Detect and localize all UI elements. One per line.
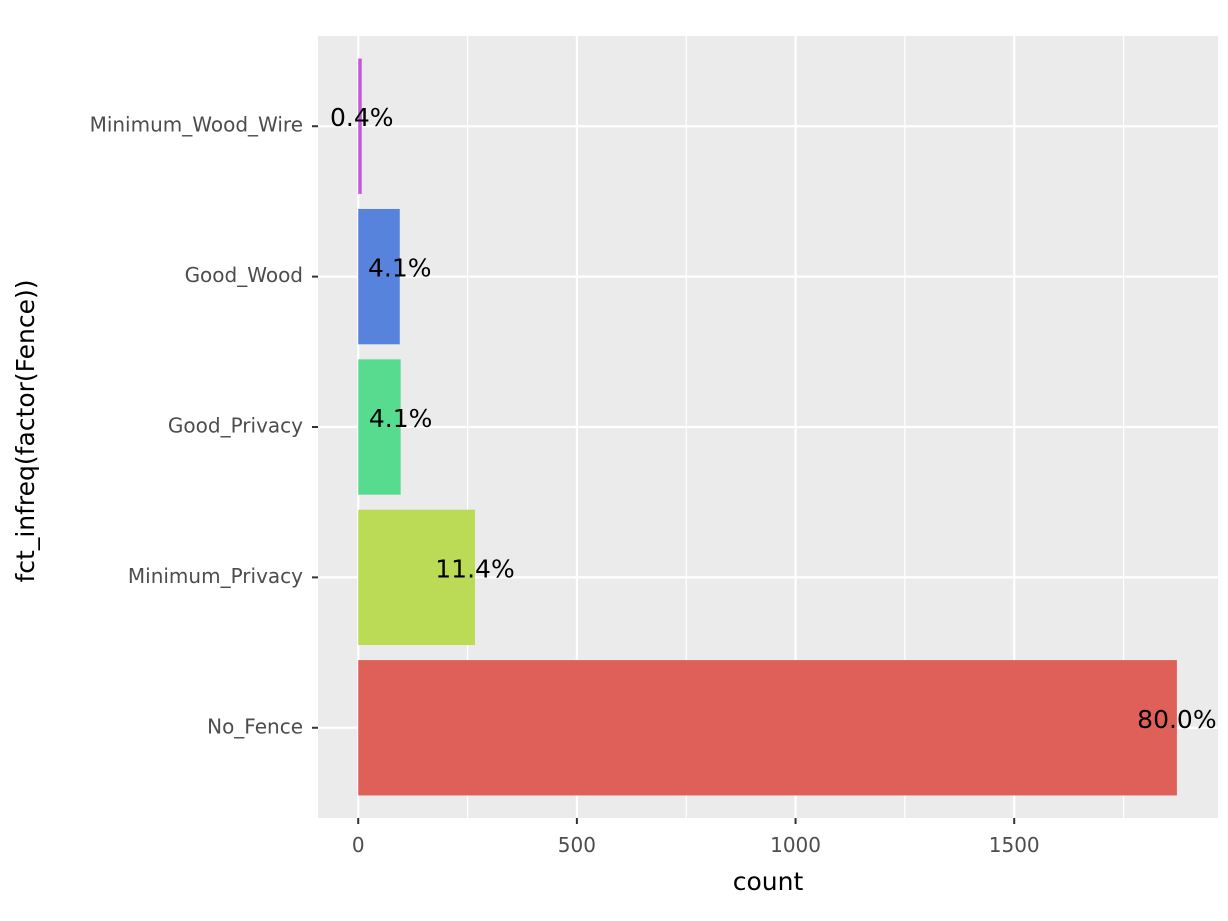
y-axis-title: fct_infreq(factor(Fence)) <box>11 279 40 582</box>
data-label: 80.0% <box>1137 705 1216 734</box>
x-tick-label: 0 <box>352 833 365 857</box>
bar <box>358 208 400 345</box>
data-label: 4.1% <box>368 254 432 283</box>
bar <box>358 509 475 646</box>
bars <box>358 58 1177 796</box>
y-axis: No_Fence Minimum_Privacy Good_Privacy Good_… <box>90 113 318 738</box>
x-tick-label: 1500 <box>989 833 1040 857</box>
bar <box>358 58 362 194</box>
y-tick-label: Good_Wood <box>185 263 303 287</box>
x-tick-label: 500 <box>558 833 596 857</box>
bar <box>358 359 401 495</box>
data-label: 4.1% <box>369 404 433 433</box>
data-labels: 80.0% 11.4% 4.1% 4.1% 0.4% <box>330 103 1217 734</box>
y-tick-label: No_Fence <box>207 714 303 738</box>
data-label: 11.4% <box>435 554 514 583</box>
bar <box>358 660 1177 796</box>
y-tick-label: Minimum_Wood_Wire <box>90 113 303 137</box>
x-tick-label: 1000 <box>770 833 821 857</box>
y-tick-label: Minimum_Privacy <box>128 564 303 588</box>
x-axis-title: count <box>733 867 804 896</box>
y-tick-label: Good_Privacy <box>168 414 303 438</box>
data-label: 0.4% <box>330 103 394 132</box>
x-axis: 0 500 1000 1500 <box>352 818 1040 857</box>
